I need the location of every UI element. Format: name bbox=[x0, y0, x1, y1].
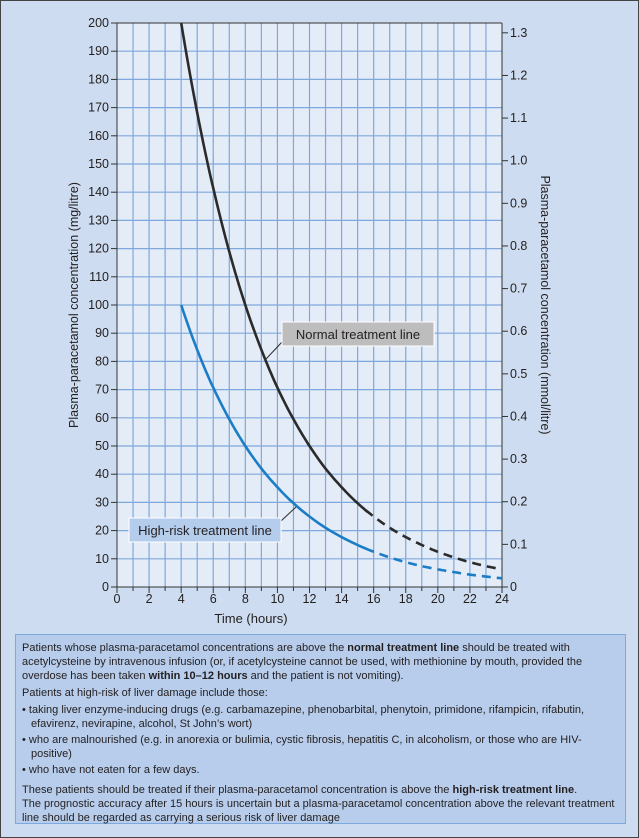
y-right-tick-label: 1.0 bbox=[510, 154, 527, 168]
x-tick-label: 20 bbox=[431, 592, 445, 606]
x-tick-label: 4 bbox=[178, 592, 185, 606]
y-tick-label: 100 bbox=[88, 298, 109, 312]
y-tick-label: 150 bbox=[88, 157, 109, 171]
legend-high-risk: High-risk treatment line bbox=[138, 523, 272, 538]
y-right-tick-label: 0.7 bbox=[510, 282, 527, 296]
x-tick-label: 22 bbox=[463, 592, 477, 606]
list-item: taking liver enzyme-inducing drugs (e.g.… bbox=[22, 703, 619, 731]
y-right-tick-label: 0.5 bbox=[510, 367, 527, 381]
y-right-tick-label: 0.1 bbox=[510, 537, 527, 551]
notes-paragraph-1: Patients whose plasma-paracetamol concen… bbox=[22, 642, 583, 682]
x-axis-label: Time (hours) bbox=[214, 611, 287, 626]
x-tick-label: 24 bbox=[495, 592, 509, 606]
y-tick-label: 60 bbox=[95, 411, 109, 425]
y-tick-label: 120 bbox=[88, 242, 109, 256]
y-right-tick-label: 0.8 bbox=[510, 239, 527, 253]
y-tick-label: 70 bbox=[95, 383, 109, 397]
nomogram-chart: 0102030405060708090100110120130140150160… bbox=[67, 16, 552, 626]
y-right-tick-label: 0.2 bbox=[510, 495, 527, 509]
y-tick-label: 30 bbox=[95, 495, 109, 509]
axes: 0102030405060708090100110120130140150160… bbox=[88, 16, 527, 606]
y-right-tick-label: 1.2 bbox=[510, 68, 527, 82]
series-line-0-dashed bbox=[364, 509, 503, 571]
y-right-tick-label: 0.6 bbox=[510, 324, 527, 338]
y-tick-label: 130 bbox=[88, 213, 109, 227]
y-tick-label: 200 bbox=[88, 16, 109, 30]
notes-box: Patients whose plasma-paracetamol concen… bbox=[15, 634, 626, 824]
y-tick-label: 40 bbox=[95, 467, 109, 481]
list-item: who have not eaten for a few days. bbox=[22, 763, 619, 777]
y-tick-label: 50 bbox=[95, 439, 109, 453]
x-tick-label: 18 bbox=[399, 592, 413, 606]
normal-line-label: Normal treatment line bbox=[265, 321, 435, 360]
y-axis-right-label: Plasma-paracetamol concentration (mmol/l… bbox=[538, 175, 552, 434]
y-tick-label: 110 bbox=[89, 270, 109, 284]
list-item: who are malnourished (e.g. in anorexia o… bbox=[22, 733, 619, 761]
x-tick-label: 2 bbox=[146, 592, 153, 606]
x-tick-label: 8 bbox=[242, 592, 249, 606]
notes-paragraph-3: These patients should be treated if thei… bbox=[22, 784, 615, 824]
y-tick-label: 190 bbox=[88, 44, 109, 58]
high-risk-line-label: High-risk treatment line bbox=[128, 506, 297, 543]
notes-paragraph-2: Patients at high-risk of liver damage in… bbox=[22, 687, 268, 699]
y-axis-label: Plasma-paracetamol concentration (mg/lit… bbox=[67, 182, 81, 428]
x-tick-label: 16 bbox=[367, 592, 381, 606]
x-tick-label: 6 bbox=[210, 592, 217, 606]
series-lines bbox=[179, 22, 503, 580]
y-tick-label: 170 bbox=[88, 101, 109, 115]
series-line-1-dashed bbox=[364, 546, 503, 580]
series-line-1-solid bbox=[179, 304, 367, 550]
y-tick-label: 0 bbox=[102, 580, 109, 594]
y-right-tick-label: 0 bbox=[510, 580, 517, 594]
y-right-tick-label: 0.3 bbox=[510, 452, 527, 466]
y-tick-label: 180 bbox=[88, 72, 109, 86]
legend-normal: Normal treatment line bbox=[296, 327, 420, 342]
y-right-tick-label: 1.1 bbox=[510, 111, 527, 125]
y-tick-label: 80 bbox=[95, 354, 109, 368]
y-tick-label: 20 bbox=[95, 524, 109, 538]
risk-list: taking liver enzyme-inducing drugs (e.g.… bbox=[22, 703, 619, 777]
y-right-tick-label: 0.9 bbox=[510, 196, 527, 210]
y-tick-label: 140 bbox=[88, 185, 109, 199]
x-tick-label: 12 bbox=[303, 592, 317, 606]
y-tick-label: 10 bbox=[95, 552, 109, 566]
x-tick-label: 14 bbox=[335, 592, 349, 606]
y-right-tick-label: 1.3 bbox=[510, 26, 527, 40]
x-tick-label: 10 bbox=[270, 592, 284, 606]
grid bbox=[117, 23, 502, 587]
series-line-0-solid bbox=[179, 22, 367, 514]
y-right-tick-label: 0.4 bbox=[510, 409, 527, 423]
x-tick-label: 0 bbox=[114, 592, 121, 606]
y-tick-label: 160 bbox=[88, 129, 109, 143]
y-tick-label: 90 bbox=[95, 326, 109, 340]
